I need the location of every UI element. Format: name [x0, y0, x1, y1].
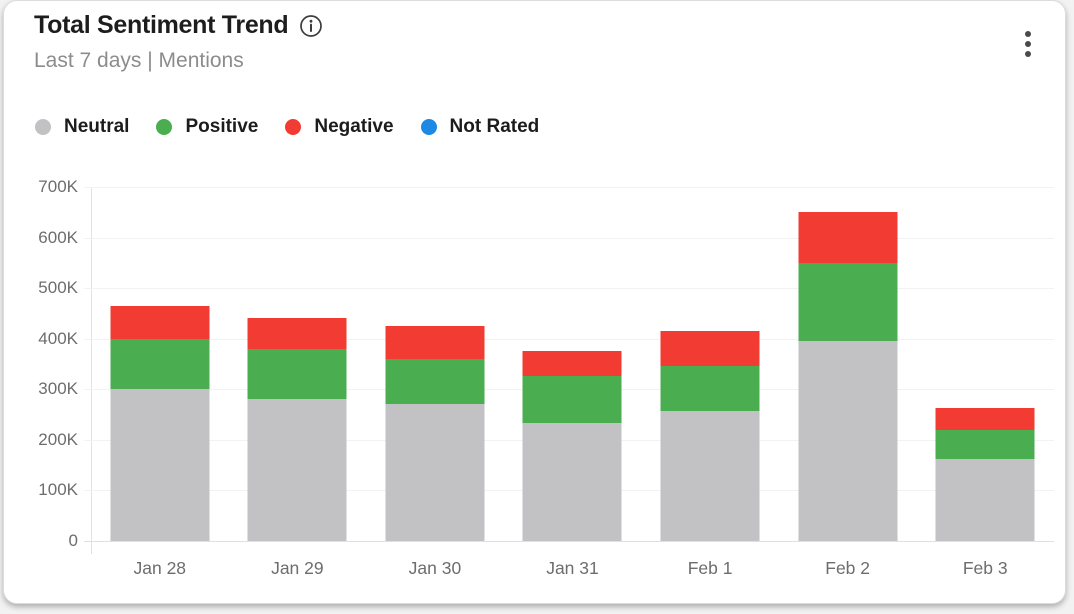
- y-axis-tick-label: 200K: [38, 429, 78, 449]
- stacked-bar-jan-28[interactable]: [110, 305, 210, 541]
- stacked-bar-feb-1[interactable]: [660, 331, 760, 541]
- stacked-bar-jan-29[interactable]: [247, 317, 347, 541]
- y-axis-line: [91, 187, 92, 554]
- x-axis-tick-label: Feb 3: [962, 558, 1008, 578]
- bar-segment-positive[interactable]: [247, 348, 347, 400]
- card-header: Total Sentiment Trend: [34, 11, 324, 40]
- x-axis-tick-label: Feb 2: [825, 558, 870, 578]
- stacked-bar-jan-31[interactable]: [522, 351, 622, 541]
- bar-segment-positive[interactable]: [798, 262, 898, 342]
- bar-segment-negative[interactable]: [935, 408, 1035, 430]
- bar-group-jan-28: Jan 28: [91, 187, 229, 578]
- bar-segment-negative[interactable]: [247, 317, 347, 349]
- legend-item-not-rated[interactable]: Not Rated: [420, 116, 540, 138]
- legend-label: Neutral: [64, 116, 130, 137]
- legend-dot-positive-icon: [156, 119, 173, 135]
- bar-segment-neutral[interactable]: [385, 404, 485, 541]
- bar-segment-neutral[interactable]: [935, 459, 1035, 541]
- x-axis-baseline: [84, 541, 1054, 542]
- y-axis-tick-label: 600K: [38, 227, 78, 247]
- bar-segment-positive[interactable]: [660, 366, 760, 411]
- bar-segment-negative[interactable]: [385, 326, 485, 359]
- bar-group-jan-31: Jan 31: [504, 187, 642, 578]
- bar-segment-neutral[interactable]: [660, 410, 760, 541]
- kebab-menu-icon[interactable]: [1017, 28, 1039, 60]
- legend-dot-not-rated-icon: [420, 119, 437, 135]
- gridline: [84, 288, 1054, 290]
- info-icon[interactable]: [298, 13, 324, 39]
- legend-label: Positive: [185, 116, 259, 137]
- card-subtitle: Last 7 days | Mentions: [34, 49, 244, 72]
- stacked-bar-jan-30[interactable]: [385, 326, 485, 541]
- x-axis-tick-label: Jan 28: [133, 558, 187, 578]
- bar-segment-positive[interactable]: [385, 358, 485, 405]
- x-axis-tick-label: Feb 1: [687, 558, 733, 578]
- gridline: [84, 237, 1054, 239]
- gridline: [84, 338, 1054, 340]
- chart-legend: Neutral Positive Negative Not Rated: [35, 116, 539, 138]
- y-axis-tick-label: 0: [68, 531, 78, 550]
- legend-label: Not Rated: [449, 116, 540, 137]
- bar-group-feb-1: Feb 1: [641, 187, 779, 578]
- stacked-bar-feb-3[interactable]: [935, 408, 1035, 541]
- bar-segment-positive[interactable]: [522, 376, 622, 424]
- bar-segment-neutral[interactable]: [110, 389, 210, 541]
- legend-dot-neutral-icon: [35, 119, 51, 135]
- stacked-bar-feb-2[interactable]: [798, 212, 898, 541]
- legend-item-negative[interactable]: Negative: [285, 116, 394, 138]
- x-axis-tick-label: Jan 30: [408, 558, 462, 578]
- x-axis-tick-label: Jan 29: [271, 558, 324, 578]
- bar-group-feb-3: Feb 3: [916, 187, 1054, 578]
- bar-segment-neutral[interactable]: [247, 399, 347, 541]
- bar-segment-negative[interactable]: [798, 212, 898, 263]
- bar-segment-positive[interactable]: [110, 338, 210, 390]
- page-title: Total Sentiment Trend: [34, 11, 289, 39]
- info-circle-icon: [300, 14, 323, 37]
- bar-segment-negative[interactable]: [110, 305, 210, 339]
- y-axis-tick-label: 500K: [38, 278, 78, 298]
- gridline: [84, 187, 1054, 188]
- legend-label: Negative: [314, 116, 394, 137]
- bar-segment-neutral[interactable]: [522, 423, 622, 541]
- bar-segment-negative[interactable]: [522, 351, 622, 377]
- plot-area: 0 100K 200K 300K 400K 500K 600K 700K Jan 28 Jan 2…: [38, 177, 1054, 578]
- bar-segment-neutral[interactable]: [798, 341, 898, 541]
- y-axis-tick-label: 100K: [38, 480, 78, 500]
- bar-group-jan-29: Jan 29: [229, 187, 367, 578]
- legend-item-positive[interactable]: Positive: [156, 116, 258, 138]
- y-axis-tick-label: 400K: [38, 328, 78, 348]
- y-axis-tick-label: 700K: [38, 177, 78, 196]
- bar-segment-negative[interactable]: [660, 331, 760, 367]
- x-axis-tick-label: Jan 31: [546, 558, 599, 578]
- bar-group-jan-30: Jan 30: [366, 187, 504, 578]
- legend-dot-negative-icon: [285, 119, 302, 135]
- legend-item-neutral[interactable]: Neutral: [35, 116, 129, 138]
- bar-segment-positive[interactable]: [935, 429, 1035, 460]
- sentiment-trend-card: Total Sentiment Trend Last 7 days | Ment…: [3, 0, 1066, 604]
- bar-group-feb-2: Feb 2: [779, 187, 917, 578]
- y-axis-tick-label: 300K: [38, 379, 78, 399]
